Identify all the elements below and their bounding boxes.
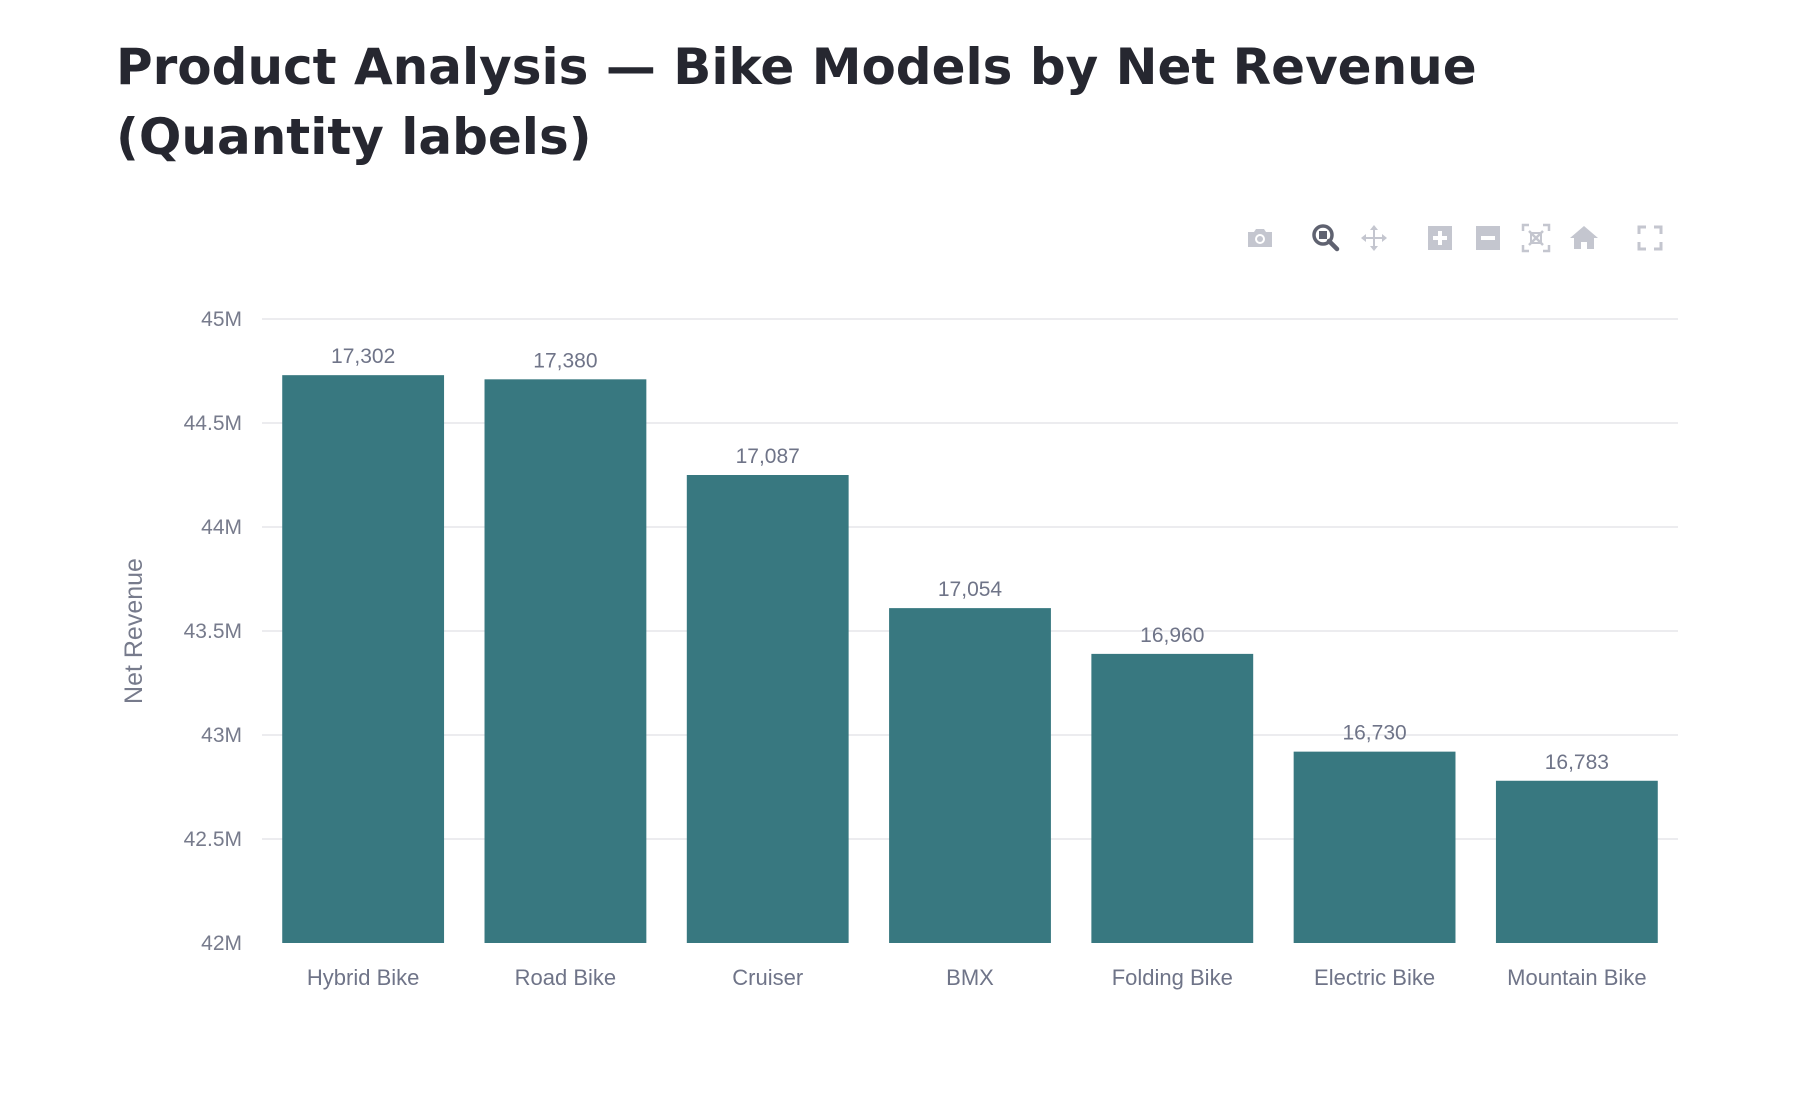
zoom-icon (1312, 224, 1340, 252)
zoom-out-button[interactable] (1468, 218, 1508, 258)
fullscreen-icon (1637, 225, 1663, 251)
camera-icon (1248, 229, 1272, 247)
x-tick-label: Electric Bike (1314, 965, 1435, 990)
autoscale-button[interactable] (1516, 218, 1556, 258)
bar-data-label: 16,783 (1545, 751, 1609, 774)
zoom-out-icon (1476, 226, 1500, 250)
bar-mountain-bike (1495, 780, 1658, 943)
bar-data-label: 16,960 (1140, 624, 1204, 647)
bar-data-label: 17,380 (533, 349, 597, 372)
fullscreen-button[interactable] (1630, 218, 1670, 258)
autoscale-icon (1521, 223, 1551, 253)
bar-bmx (889, 608, 1051, 943)
bar-data-label: 16,730 (1342, 722, 1406, 745)
y-tick-label: 44.5M (184, 412, 242, 435)
pan-button[interactable] (1354, 218, 1394, 258)
x-tick-label: Folding Bike (1112, 965, 1233, 990)
bar-data-label: 17,087 (736, 445, 800, 468)
x-tick-label: Road Bike (515, 965, 617, 990)
zoom-button[interactable] (1306, 218, 1346, 258)
bar-data-label: 17,054 (938, 578, 1003, 601)
zoom-in-icon (1428, 226, 1452, 250)
home-icon (1570, 226, 1598, 249)
y-tick-label: 43.5M (184, 620, 242, 643)
x-tick-label: Hybrid Bike (307, 965, 419, 990)
pan-icon (1361, 225, 1387, 251)
y-tick-label: 43M (201, 724, 242, 747)
bar-hybrid-bike (282, 375, 445, 943)
y-tick-label: 44M (201, 516, 242, 539)
camera-button[interactable] (1240, 218, 1280, 258)
bar-road-bike (484, 379, 647, 943)
y-tick-label: 42M (201, 932, 242, 955)
x-tick-label: BMX (946, 965, 994, 990)
y-tick-label: 42.5M (184, 828, 242, 851)
bar-electric-bike (1293, 751, 1456, 943)
chart-toolbar (1240, 216, 1678, 260)
bar-data-label: 17,302 (331, 345, 395, 368)
bar-folding-bike (1091, 653, 1254, 943)
y-axis-title: Net Revenue (120, 558, 148, 704)
bar-cruiser (686, 475, 849, 943)
y-tick-label: 45M (201, 308, 242, 331)
zoom-in-button[interactable] (1420, 218, 1460, 258)
home-button[interactable] (1564, 218, 1604, 258)
page-title: Product Analysis — Bike Models by Net Re… (116, 38, 1477, 166)
x-tick-label: Cruiser (732, 965, 803, 990)
x-tick-label: Mountain Bike (1507, 965, 1646, 990)
